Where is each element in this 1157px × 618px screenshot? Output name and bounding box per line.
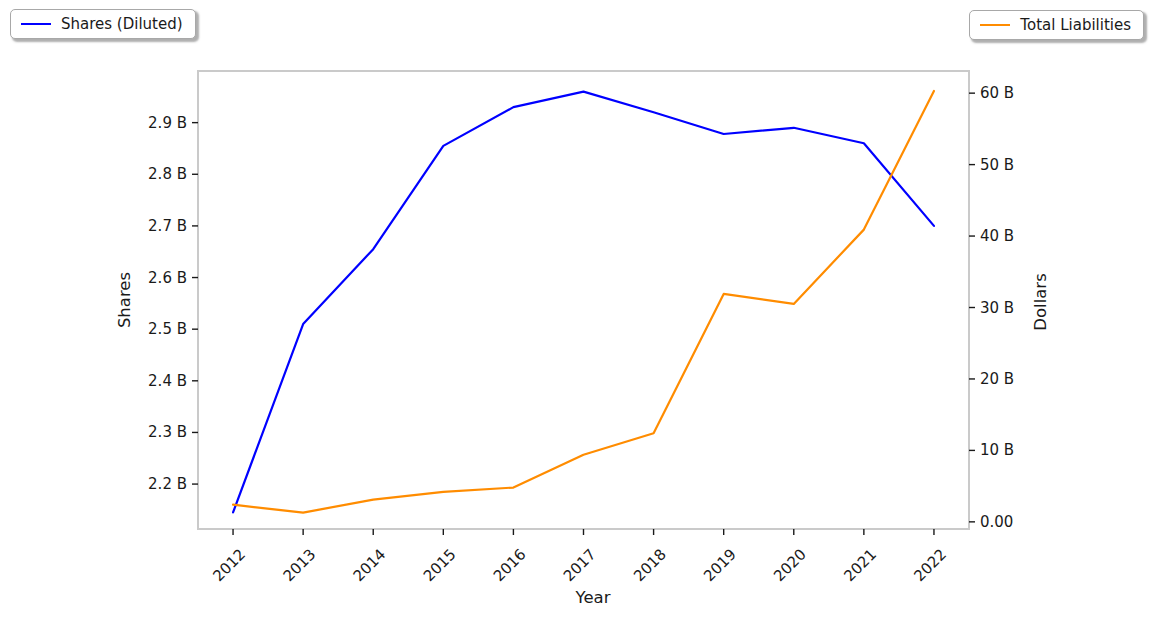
right-axis-tick-label: 20 B xyxy=(980,370,1014,388)
right-axis-title: Dollars xyxy=(1031,273,1050,330)
x-axis-tick-label: 2018 xyxy=(630,545,670,585)
x-axis-tick-label: 2012 xyxy=(209,545,249,585)
x-axis-tick-label: 2016 xyxy=(490,545,530,585)
right-axis-tick-label: 0.00 xyxy=(980,513,1013,531)
x-axis-tick-label: 2022 xyxy=(910,545,950,585)
right-axis-tick-label: 40 B xyxy=(980,227,1014,245)
series-line-shares-diluted xyxy=(233,92,934,513)
left-axis-tick-label: 2.4 B xyxy=(148,372,187,390)
left-axis-tick-label: 2.6 B xyxy=(148,269,187,287)
left-axis-tick-label: 2.9 B xyxy=(148,114,187,132)
x-axis-tick-label: 2017 xyxy=(560,545,600,585)
x-axis-tick-label: 2020 xyxy=(770,545,810,585)
right-axis-tick-label: 60 B xyxy=(980,84,1014,102)
left-axis-tick-label: 2.3 B xyxy=(148,423,187,441)
left-axis-tick-label: 2.8 B xyxy=(148,165,187,183)
right-axis-tick-label: 30 B xyxy=(980,299,1014,317)
x-axis-tick-label: 2014 xyxy=(350,545,390,585)
x-axis-tick-label: 2021 xyxy=(840,545,880,585)
left-axis-tick-label: 2.7 B xyxy=(148,217,187,235)
right-axis-tick-label: 50 B xyxy=(980,156,1014,174)
left-axis-title: Shares xyxy=(115,272,134,328)
chart-canvas: 2.2 B 2.3 B 2.4 B 2.5 B 2.6 B 2.7 B 2.8 B 2.9 B… xyxy=(0,0,1157,618)
plot-frame xyxy=(198,71,969,529)
x-axis-tick-label: 2015 xyxy=(420,545,460,585)
x-axis-tick-label: 2013 xyxy=(280,545,320,585)
left-axis-tick-label: 2.5 B xyxy=(148,320,187,338)
x-axis-title: Year xyxy=(575,588,611,607)
figure: Shares (Diluted) Total Liabilities 2.2 B… xyxy=(0,0,1157,618)
x-axis-tick-label: 2019 xyxy=(700,545,740,585)
right-axis-tick-label: 10 B xyxy=(980,441,1014,459)
left-axis-tick-label: 2.2 B xyxy=(148,475,187,493)
series-line-total-liabilities xyxy=(233,91,934,513)
